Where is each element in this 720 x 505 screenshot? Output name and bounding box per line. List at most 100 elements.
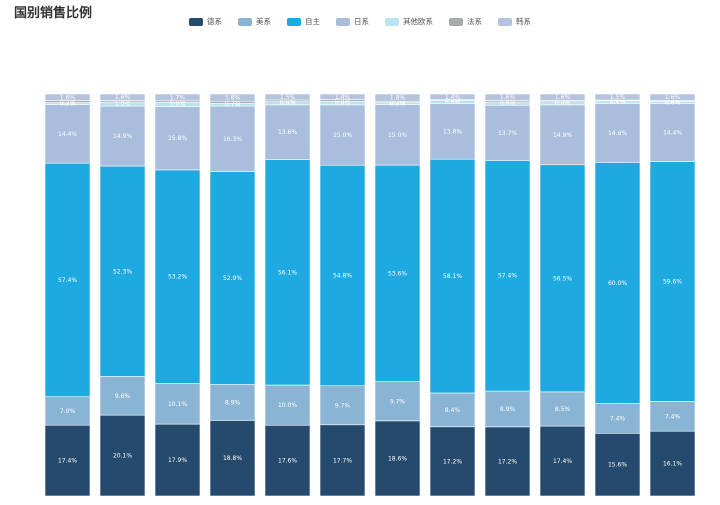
legend-item[interactable]: 自主 bbox=[287, 16, 320, 27]
data-label: 16.1% bbox=[663, 461, 682, 468]
data-label: 0.8% bbox=[280, 100, 296, 107]
bar-segment[interactable] bbox=[429, 93, 476, 100]
bar-segment[interactable] bbox=[374, 104, 421, 166]
legend-swatch bbox=[189, 17, 203, 26]
data-label: 59.6% bbox=[663, 279, 682, 286]
legend-item[interactable]: 美系 bbox=[238, 16, 271, 27]
data-label: 17.7% bbox=[333, 457, 352, 464]
bar-segment[interactable] bbox=[539, 104, 586, 166]
data-label: 57.4% bbox=[58, 277, 77, 284]
bar-segment[interactable] bbox=[264, 93, 311, 101]
data-label: 1.8% bbox=[225, 95, 241, 102]
bar-segment[interactable] bbox=[264, 104, 311, 160]
data-label: 0.8% bbox=[500, 101, 516, 108]
data-label: 1.6% bbox=[115, 94, 131, 101]
bar-segment[interactable] bbox=[539, 93, 586, 101]
data-label: 7.0% bbox=[60, 408, 76, 415]
bar-segment[interactable] bbox=[209, 420, 256, 497]
bar-segment[interactable] bbox=[264, 384, 311, 426]
bar-segment[interactable] bbox=[594, 432, 641, 497]
bar-segment[interactable] bbox=[44, 396, 91, 426]
data-label: 15.0% bbox=[388, 132, 407, 139]
data-label: 17.9% bbox=[168, 457, 187, 464]
bar-segment[interactable] bbox=[374, 164, 421, 382]
data-label: 0.5% bbox=[225, 99, 241, 106]
data-label: 1.8% bbox=[390, 95, 406, 102]
legend-item[interactable]: 韩系 bbox=[498, 16, 531, 27]
bar-segment[interactable] bbox=[484, 390, 531, 428]
data-label: 1.0% bbox=[115, 101, 131, 108]
data-label: 1.4% bbox=[445, 94, 461, 101]
bar-segment[interactable] bbox=[484, 93, 531, 101]
bar-segment[interactable] bbox=[319, 104, 366, 166]
legend-label: 其他欧系 bbox=[403, 17, 433, 26]
data-label: 0.2% bbox=[610, 97, 626, 104]
legend-item[interactable]: 德系 bbox=[189, 16, 222, 27]
data-label: 18.6% bbox=[388, 455, 407, 462]
bar-segment[interactable] bbox=[539, 391, 586, 427]
data-label: 0.3% bbox=[390, 99, 406, 106]
bar-segment[interactable] bbox=[99, 376, 146, 416]
bar-segment[interactable] bbox=[99, 165, 146, 377]
bar-segment[interactable] bbox=[429, 158, 476, 394]
bar-segment[interactable] bbox=[319, 424, 366, 497]
data-label: 56.5% bbox=[553, 275, 572, 282]
bar-segment[interactable] bbox=[374, 93, 421, 102]
legend-swatch bbox=[336, 17, 350, 26]
bar-segment[interactable] bbox=[44, 93, 91, 101]
bar-segment[interactable] bbox=[154, 169, 201, 384]
bar-segment[interactable] bbox=[154, 93, 201, 102]
bar-segment[interactable] bbox=[484, 426, 531, 497]
data-label: 14.6% bbox=[608, 130, 627, 137]
legend-label: 美系 bbox=[256, 17, 271, 26]
bar-segment[interactable] bbox=[429, 426, 476, 497]
bar-segment[interactable] bbox=[484, 160, 531, 392]
bar-segment[interactable] bbox=[154, 383, 201, 425]
bar-segment[interactable] bbox=[44, 104, 91, 164]
legend-item[interactable]: 法系 bbox=[449, 16, 482, 27]
data-label: 1.6% bbox=[555, 94, 571, 101]
bar-segment[interactable] bbox=[374, 381, 421, 422]
bar-segment[interactable] bbox=[649, 161, 696, 402]
chart-title: 国别销售比例 bbox=[14, 6, 93, 21]
bar-segment[interactable] bbox=[649, 103, 696, 162]
bar-segment[interactable] bbox=[154, 106, 201, 171]
data-label: 0.4% bbox=[335, 97, 351, 104]
bar-segment[interactable] bbox=[594, 403, 641, 434]
bar-segment[interactable] bbox=[594, 93, 641, 101]
bar-segment[interactable] bbox=[484, 104, 531, 161]
data-label: 15.8% bbox=[168, 135, 187, 142]
data-label: 9.7% bbox=[335, 402, 351, 409]
legend-swatch bbox=[238, 17, 252, 26]
legend-swatch bbox=[385, 17, 399, 26]
bar-segment[interactable] bbox=[649, 401, 696, 432]
bar-segment[interactable] bbox=[429, 103, 476, 160]
legend-label: 法系 bbox=[467, 17, 482, 26]
bar-segment[interactable] bbox=[319, 93, 366, 100]
bar-segment[interactable] bbox=[319, 385, 366, 426]
bar-segment[interactable] bbox=[374, 420, 421, 497]
bar-segment[interactable] bbox=[539, 425, 586, 497]
bar-segment[interactable] bbox=[99, 93, 146, 101]
data-label: 0.7% bbox=[225, 102, 241, 109]
bar-segment[interactable] bbox=[649, 93, 696, 101]
bar-segment[interactable] bbox=[594, 162, 641, 404]
data-label: 10.0% bbox=[278, 402, 297, 409]
legend-item[interactable]: 日系 bbox=[336, 16, 369, 27]
bar-segment[interactable] bbox=[264, 424, 311, 497]
bar-segment[interactable] bbox=[209, 93, 256, 102]
data-label: 15.0% bbox=[333, 132, 352, 139]
data-label: 0.4% bbox=[500, 98, 516, 105]
bar-segment[interactable] bbox=[209, 171, 256, 385]
bar-segment[interactable] bbox=[264, 159, 311, 386]
bar-segment[interactable] bbox=[44, 162, 91, 398]
bar-segment[interactable] bbox=[209, 105, 256, 172]
legend-item[interactable]: 其他欧系 bbox=[385, 16, 433, 27]
data-label: 54.8% bbox=[333, 272, 352, 279]
data-label: 8.9% bbox=[225, 399, 241, 406]
bar-segment[interactable] bbox=[99, 414, 146, 497]
bar-segment[interactable] bbox=[99, 105, 146, 167]
data-label: 17.2% bbox=[498, 458, 517, 465]
bar-segment[interactable] bbox=[649, 430, 696, 497]
